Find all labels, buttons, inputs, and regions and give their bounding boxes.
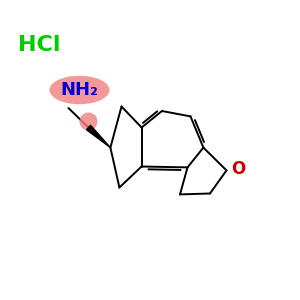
Text: O: O <box>231 160 246 178</box>
Text: NH₂: NH₂ <box>61 81 98 99</box>
Ellipse shape <box>80 112 98 130</box>
Text: HCl: HCl <box>18 35 61 55</box>
Ellipse shape <box>50 76 110 104</box>
Polygon shape <box>86 125 110 148</box>
